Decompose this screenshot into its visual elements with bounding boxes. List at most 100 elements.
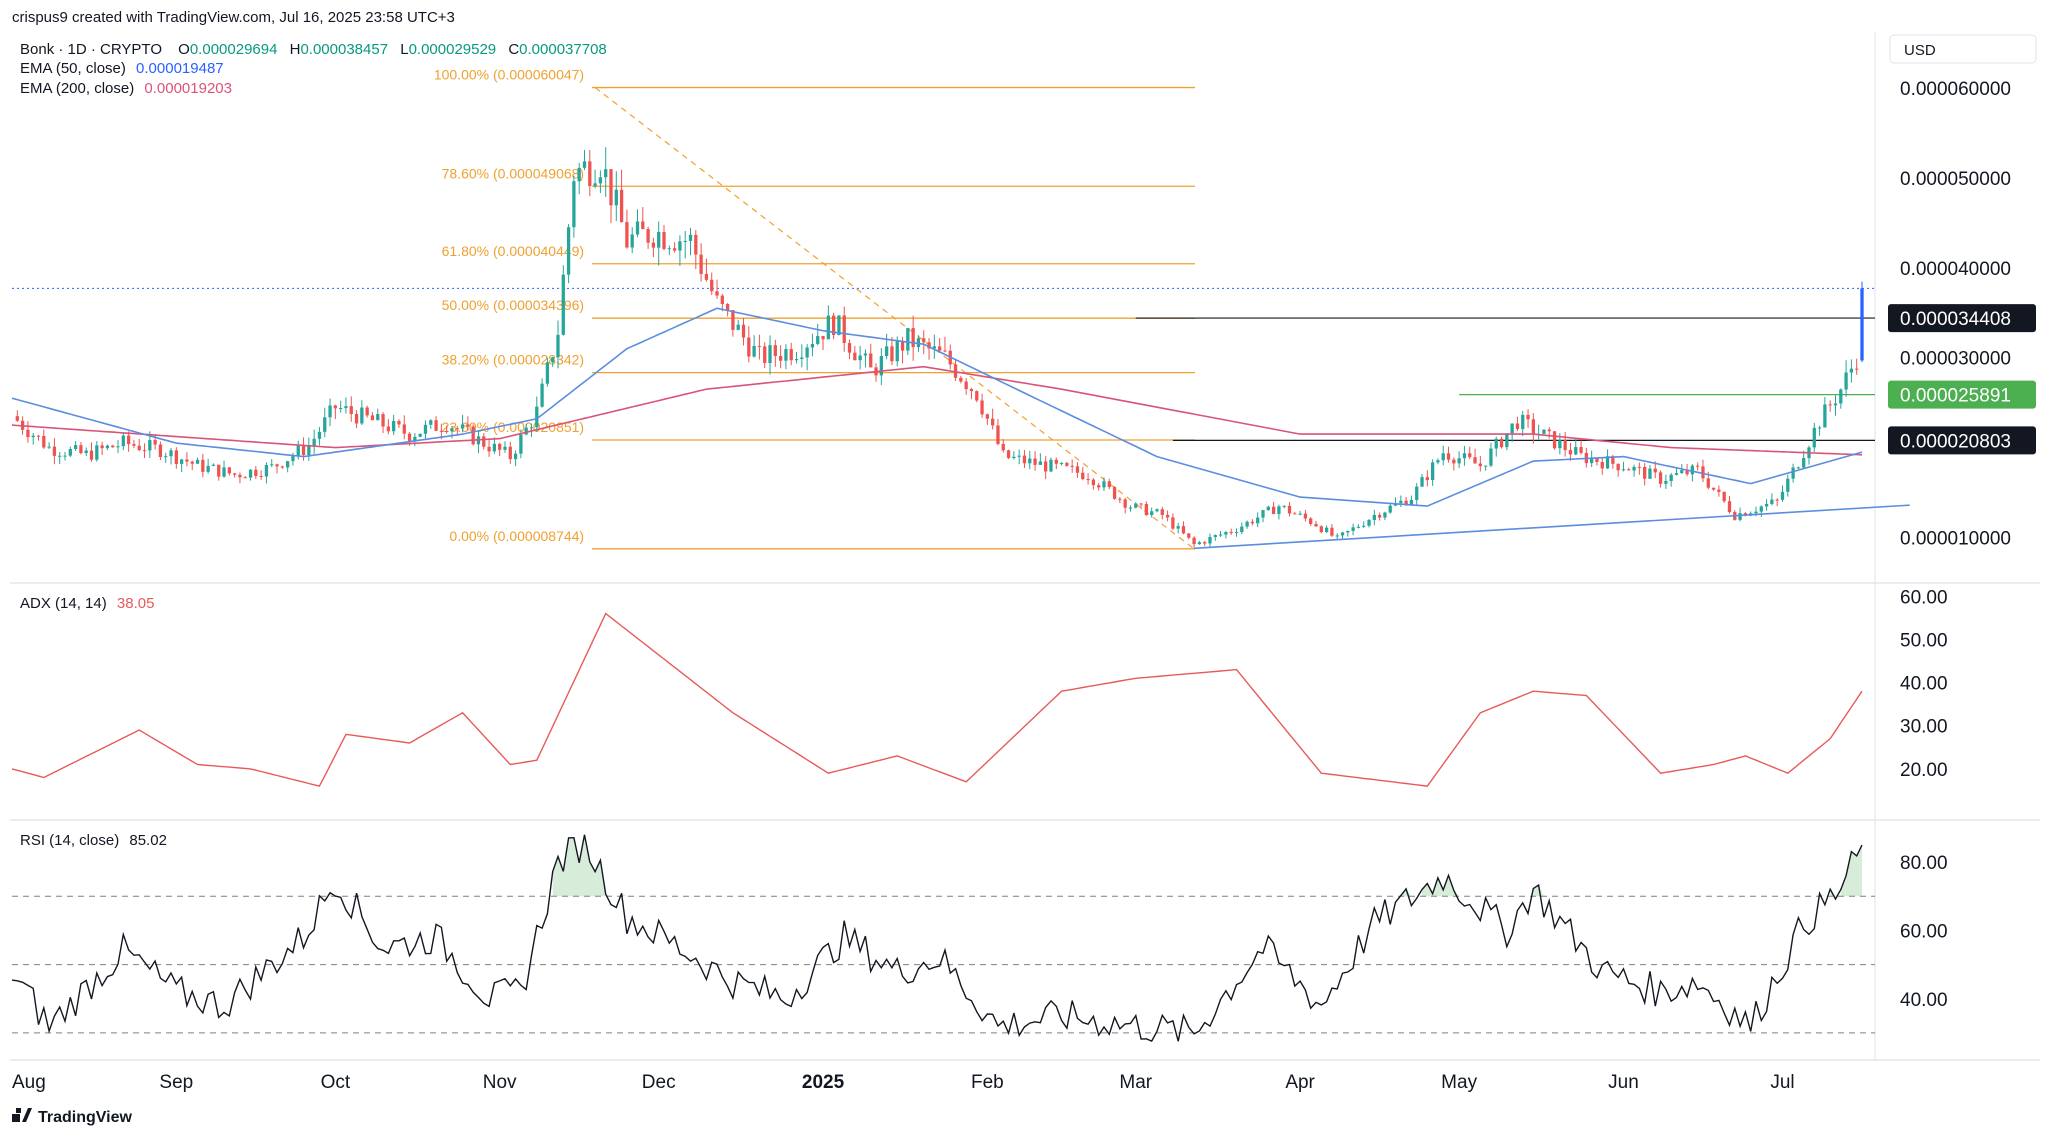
symbol-label: Bonk · 1D · CRYPTO bbox=[20, 41, 162, 58]
candle-body bbox=[535, 406, 539, 428]
candle-body bbox=[1621, 469, 1626, 471]
candle-body bbox=[1372, 514, 1376, 520]
low-label: L bbox=[400, 41, 408, 58]
creator-line: crispus9 created with TradingView.com, J… bbox=[12, 9, 455, 26]
candle-body bbox=[1346, 530, 1350, 533]
candle-body bbox=[572, 181, 576, 228]
candle-body bbox=[805, 347, 809, 358]
candle-body bbox=[969, 389, 974, 392]
candle-body bbox=[598, 177, 603, 184]
candle-body bbox=[503, 446, 507, 450]
candle-body bbox=[238, 474, 242, 478]
candle-body bbox=[365, 407, 369, 416]
candle-body bbox=[1245, 521, 1249, 527]
candle-body bbox=[1706, 478, 1710, 488]
candle-body bbox=[619, 189, 624, 223]
candle-body bbox=[1446, 453, 1451, 460]
price-level-tag bbox=[1888, 380, 2036, 409]
tradingview-logo[interactable]: TradingView bbox=[12, 1108, 133, 1126]
candle-body bbox=[36, 435, 41, 437]
candle-body bbox=[630, 234, 634, 248]
candle-body bbox=[68, 449, 72, 456]
candle-body bbox=[1197, 542, 1202, 545]
fib-diagonal-line bbox=[594, 87, 1195, 550]
rsi-axis: 80.00 60.00 40.00 bbox=[1900, 853, 1948, 1011]
candle-body bbox=[217, 464, 221, 477]
candle-body bbox=[800, 357, 804, 359]
candle-body bbox=[1134, 503, 1138, 508]
candle-body bbox=[863, 353, 868, 356]
candle-body bbox=[1759, 506, 1763, 512]
candle-body bbox=[1351, 527, 1355, 531]
candle-body bbox=[1468, 453, 1472, 458]
candle-body bbox=[1558, 440, 1562, 449]
candle-body bbox=[1287, 505, 1292, 514]
adx-legend-value: 38.05 bbox=[117, 595, 155, 612]
candle-body bbox=[370, 415, 375, 421]
candle-body bbox=[911, 328, 915, 348]
candle-body bbox=[84, 450, 88, 454]
candle-body bbox=[895, 341, 899, 362]
candle-body bbox=[1643, 467, 1647, 479]
candle-body bbox=[121, 435, 125, 447]
candle-body bbox=[248, 469, 253, 478]
low-value: 0.000029529 bbox=[409, 41, 497, 58]
candle-body bbox=[1775, 499, 1779, 501]
candle-body bbox=[715, 291, 719, 296]
candle-body bbox=[1107, 481, 1111, 488]
candle-body bbox=[1409, 499, 1414, 506]
candles bbox=[15, 147, 1864, 548]
candle-body bbox=[1033, 458, 1037, 465]
candle-body bbox=[63, 455, 67, 457]
candle-body bbox=[1648, 468, 1652, 479]
candle-body bbox=[1319, 526, 1323, 533]
candle-body bbox=[259, 475, 263, 477]
candle-body bbox=[1489, 448, 1493, 466]
candle-body bbox=[938, 346, 942, 351]
candle-body bbox=[513, 453, 518, 460]
candle-body bbox=[132, 444, 136, 446]
candle-body bbox=[349, 406, 353, 415]
candle-body bbox=[519, 434, 523, 454]
candle-body bbox=[42, 435, 46, 448]
candle-body bbox=[195, 459, 200, 464]
candle-body bbox=[116, 446, 120, 448]
candle-body bbox=[1128, 507, 1133, 509]
candle-body bbox=[1340, 532, 1345, 536]
candle-body bbox=[222, 467, 226, 477]
candle-body bbox=[1563, 440, 1567, 451]
currency-box[interactable] bbox=[1889, 34, 2037, 64]
candle-body bbox=[529, 427, 534, 429]
rsi-tick-label: 40.00 bbox=[1900, 990, 1948, 1011]
candle-body bbox=[1791, 467, 1795, 479]
candle-body bbox=[466, 424, 470, 427]
ema200-legend-value: 0.000019203 bbox=[144, 80, 232, 97]
candle-body bbox=[1674, 473, 1679, 475]
candle-body bbox=[784, 349, 788, 361]
candle-body bbox=[434, 420, 438, 431]
candle-body bbox=[1812, 427, 1816, 448]
candle-body bbox=[153, 440, 157, 445]
candle-body bbox=[111, 445, 115, 448]
candle-body bbox=[328, 405, 332, 418]
price-tick-label: 0.000030000 bbox=[1900, 349, 2011, 370]
fib-level-label: 78.60% (0.000049068) bbox=[442, 165, 584, 181]
candle-body bbox=[317, 431, 322, 439]
candle-body bbox=[657, 231, 661, 248]
candle-body bbox=[498, 443, 502, 450]
candle-body bbox=[943, 350, 947, 352]
candle-body bbox=[1754, 511, 1758, 514]
price-level-tag-label: 0.000020803 bbox=[1900, 431, 2011, 452]
adx-tick-label: 60.00 bbox=[1900, 587, 1948, 608]
candle-body bbox=[1022, 455, 1027, 464]
candle-body bbox=[307, 445, 311, 456]
candle-body bbox=[264, 465, 269, 477]
candle-body bbox=[1399, 500, 1403, 504]
time-tick-label: Jun bbox=[1608, 1072, 1639, 1093]
candle-body bbox=[508, 446, 512, 460]
candle-body bbox=[1049, 459, 1053, 472]
candle-body bbox=[1298, 513, 1302, 515]
candle-body bbox=[376, 414, 380, 421]
candle-body bbox=[1303, 513, 1308, 519]
